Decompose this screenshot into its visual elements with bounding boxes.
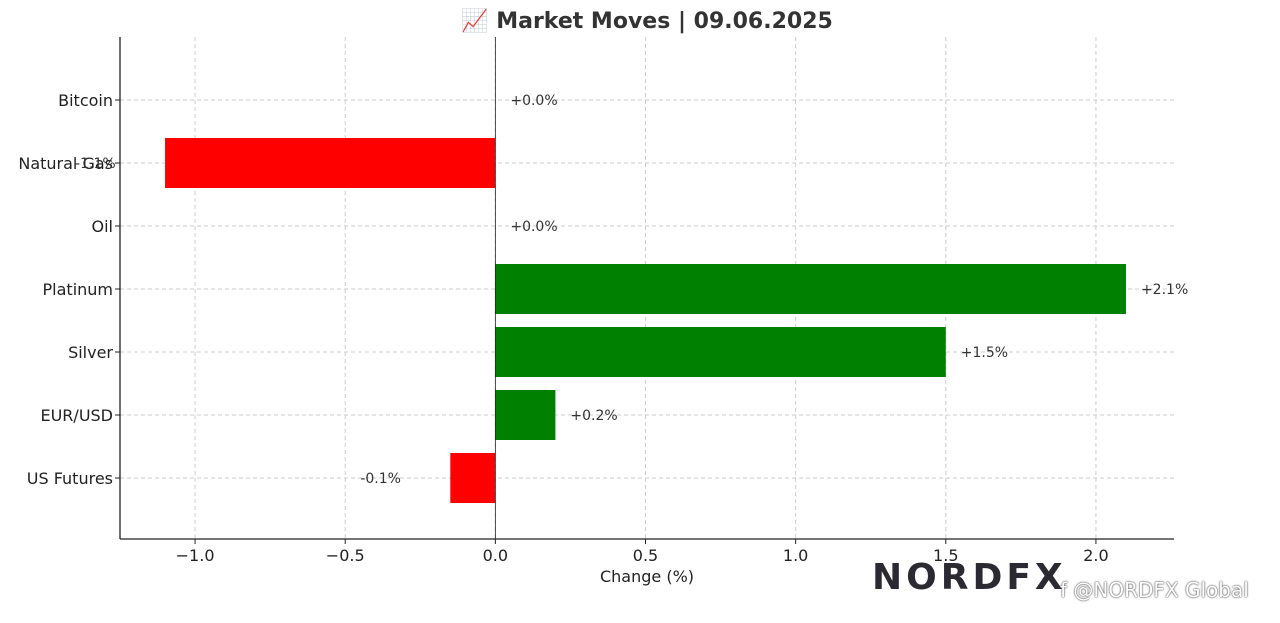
x-tick-label: −1.0 [176,546,215,565]
bar-group [165,138,1126,503]
value-labels: +0.0% -1.1% +0.0% +2.1% +1.5% +0.2% -0.1% [75,93,1188,487]
x-tick-label: −0.5 [326,546,365,565]
value-label: +1.5% [961,345,1008,361]
y-tick-label: Platinum [43,280,113,299]
x-tick-label: 1.5 [933,546,958,565]
y-tick-labels: Bitcoin Natural Gas Oil Platinum Silver EUR/U… [18,91,120,488]
x-tick-label: 1.0 [783,546,808,565]
x-tick-label: 2.0 [1083,546,1108,565]
x-tick-labels: −1.0 −0.5 0.0 0.5 1.0 1.5 2.0 [176,539,1109,565]
x-tick-label: 0.0 [483,546,508,565]
y-tick-label: Natural Gas [18,154,113,173]
nordfx-logo: NORDFX [872,560,1067,596]
value-label: +0.2% [570,408,617,424]
x-axis-title: Change (%) [600,567,694,586]
bar-platinum [495,264,1126,314]
value-label: +0.0% [510,219,557,235]
y-tick-label: Silver [68,343,113,362]
bar-us-futures [450,453,496,503]
y-tick-label: US Futures [27,469,113,488]
value-label: +2.1% [1141,282,1188,298]
value-label: -0.1% [360,471,401,487]
y-tick-label: Bitcoin [58,91,113,110]
y-tick-label: EUR/USD [40,406,113,425]
bar-silver [495,327,946,377]
logo-text: NORDFX [872,557,1067,598]
axes [119,37,1174,540]
social-handle: f @NORDFX Global [1060,578,1249,602]
y-tick-label: Oil [92,217,113,236]
value-label: -1.1% [75,156,116,172]
x-tick-label: 0.5 [633,546,658,565]
bar-eur-usd [495,390,556,440]
value-label: +0.0% [510,93,557,109]
chart-title: 📈 Market Moves | 09.06.2025 [461,8,833,34]
bar-natural-gas [165,138,496,188]
